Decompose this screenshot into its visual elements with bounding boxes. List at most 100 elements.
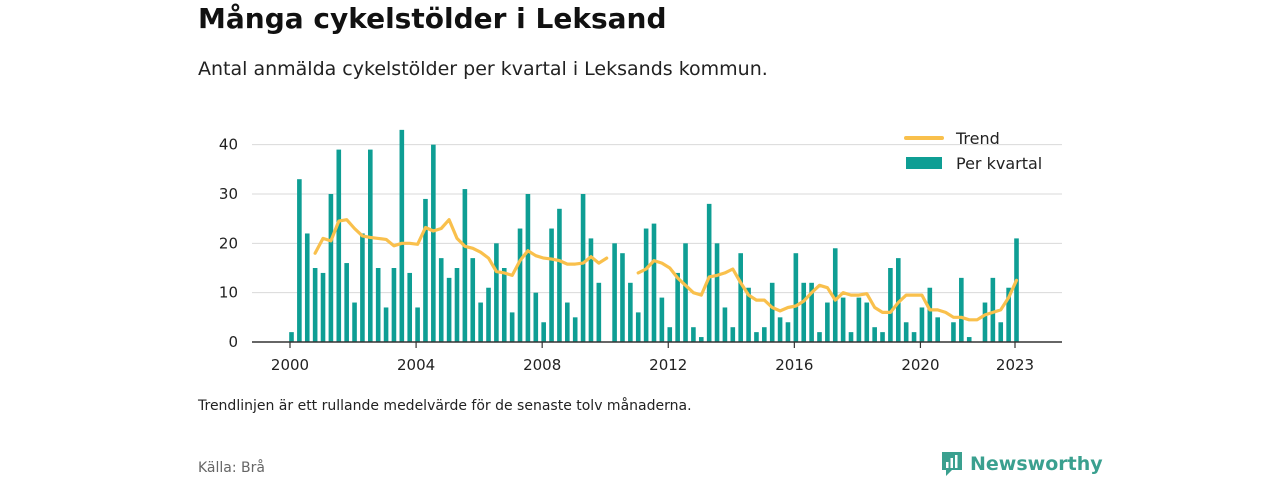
bar-36 <box>565 302 570 342</box>
bar-86 <box>959 277 964 342</box>
newsworthy-logo-icon <box>942 452 962 476</box>
x-tick-label-2016: 2016 <box>775 356 813 374</box>
bar-69 <box>825 302 830 342</box>
bar-58 <box>738 253 743 342</box>
bar-91 <box>998 322 1004 342</box>
bar-51 <box>683 243 688 342</box>
bar-1 <box>289 332 294 342</box>
trend-footnote: Trendlinjen är ett rullande medelvärde f… <box>198 398 692 414</box>
bar-83 <box>935 317 940 342</box>
y-tick-label-20: 20 <box>219 234 238 252</box>
bar-29 <box>509 312 515 342</box>
bar-71 <box>840 297 846 342</box>
bar-20 <box>438 258 444 342</box>
bar-90 <box>990 277 996 342</box>
bar-85 <box>951 322 956 342</box>
bar-30 <box>517 228 523 342</box>
bar-57 <box>730 327 736 342</box>
trend-line-segment-1 <box>313 218 609 277</box>
bar-45 <box>635 312 641 342</box>
bar-2 <box>297 179 302 342</box>
bar-65 <box>793 253 799 342</box>
bar-13 <box>383 307 389 342</box>
bar-66 <box>801 282 807 342</box>
bar-21 <box>446 277 452 342</box>
bar-70 <box>832 248 838 342</box>
bar-7 <box>336 149 342 342</box>
bar-3 <box>304 233 310 342</box>
bar-47 <box>651 223 657 342</box>
legend-bar-label: Per kvartal <box>956 154 1042 173</box>
bar-89 <box>982 302 988 342</box>
bar-60 <box>754 332 759 342</box>
bar-53 <box>698 337 704 342</box>
bar-75 <box>872 327 877 342</box>
bar-92 <box>1006 287 1011 342</box>
bar-87 <box>966 337 972 342</box>
bar-44 <box>628 282 633 342</box>
bar-52 <box>691 327 696 342</box>
x-tick-label-2008: 2008 <box>523 356 561 374</box>
bar-5 <box>320 272 326 342</box>
x-tick-label-2000: 2000 <box>271 356 309 374</box>
bar-54 <box>706 203 712 342</box>
x-tick-label-2020: 2020 <box>901 356 939 374</box>
bar-55 <box>714 243 720 342</box>
x-tick-label-2012: 2012 <box>649 356 687 374</box>
bar-81 <box>919 307 925 342</box>
x-tick-label-2004: 2004 <box>397 356 435 374</box>
newsworthy-logo: Newsworthy <box>940 450 1103 478</box>
bar-34 <box>549 228 554 342</box>
bar-11 <box>368 149 373 342</box>
bar-27 <box>494 243 499 342</box>
bar-19 <box>431 144 436 342</box>
trend-line-segment-2 <box>636 259 1019 322</box>
bar-25 <box>478 302 483 342</box>
bar-62 <box>769 282 775 342</box>
bar-39 <box>588 238 594 342</box>
bar-43 <box>620 253 625 342</box>
bar-76 <box>880 332 885 342</box>
y-tick-label-10: 10 <box>219 284 238 302</box>
bar-33 <box>541 322 546 342</box>
bar-68 <box>817 332 822 342</box>
bar-22 <box>454 268 460 342</box>
bar-10 <box>360 233 365 342</box>
bar-77 <box>888 268 893 342</box>
bar-64 <box>785 322 791 342</box>
bar-15 <box>399 129 405 342</box>
bar-72 <box>848 332 854 342</box>
bar-23 <box>462 189 468 342</box>
bar-9 <box>352 302 357 342</box>
bar-49 <box>667 327 673 342</box>
bar-42 <box>612 243 617 342</box>
bar-73 <box>856 297 862 342</box>
newsworthy-logo-text: Newsworthy <box>970 453 1103 475</box>
bar-16 <box>407 272 413 342</box>
bar-46 <box>643 228 649 342</box>
bar-74 <box>864 302 870 342</box>
legend-bar-swatch <box>906 157 942 169</box>
bar-28 <box>501 268 507 342</box>
bar-35 <box>557 208 562 342</box>
bar-24 <box>470 258 476 342</box>
legend-trend-label: Trend <box>955 129 1000 148</box>
bar-37 <box>572 317 578 342</box>
bar-32 <box>533 292 539 342</box>
bar-67 <box>809 282 814 342</box>
bar-61 <box>762 327 767 342</box>
y-tick-label-30: 30 <box>219 185 238 203</box>
bar-59 <box>746 287 751 342</box>
bar-17 <box>415 307 420 342</box>
bar-48 <box>659 297 665 342</box>
x-tick-label-2023: 2023 <box>996 356 1034 374</box>
bar-40 <box>596 282 602 342</box>
bar-56 <box>722 307 728 342</box>
bar-14 <box>391 268 397 342</box>
bar-38 <box>580 194 586 342</box>
y-tick-label-40: 40 <box>219 136 238 154</box>
bar-4 <box>312 268 318 342</box>
bar-93 <box>1014 238 1019 342</box>
bar-line-chart: 0 10 20 30 40 2000 2004 2008 2012 2016 2020 2023 Tre… <box>219 129 1062 374</box>
bar-79 <box>903 322 909 342</box>
